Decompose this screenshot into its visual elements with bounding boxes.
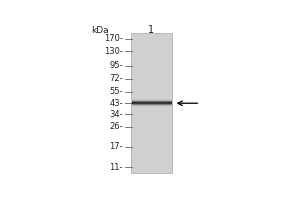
Text: 170-: 170-: [104, 34, 123, 43]
Text: 11-: 11-: [110, 163, 123, 172]
Text: 43-: 43-: [110, 99, 123, 108]
Text: 72-: 72-: [110, 74, 123, 83]
Bar: [130, 33, 172, 173]
Text: 1: 1: [148, 25, 154, 35]
Text: 95-: 95-: [110, 61, 123, 70]
Text: kDa: kDa: [91, 26, 108, 35]
Text: 17-: 17-: [110, 142, 123, 151]
Text: 130-: 130-: [104, 47, 123, 56]
Text: 55-: 55-: [110, 87, 123, 96]
Text: 34-: 34-: [110, 110, 123, 119]
Text: 26-: 26-: [110, 122, 123, 131]
